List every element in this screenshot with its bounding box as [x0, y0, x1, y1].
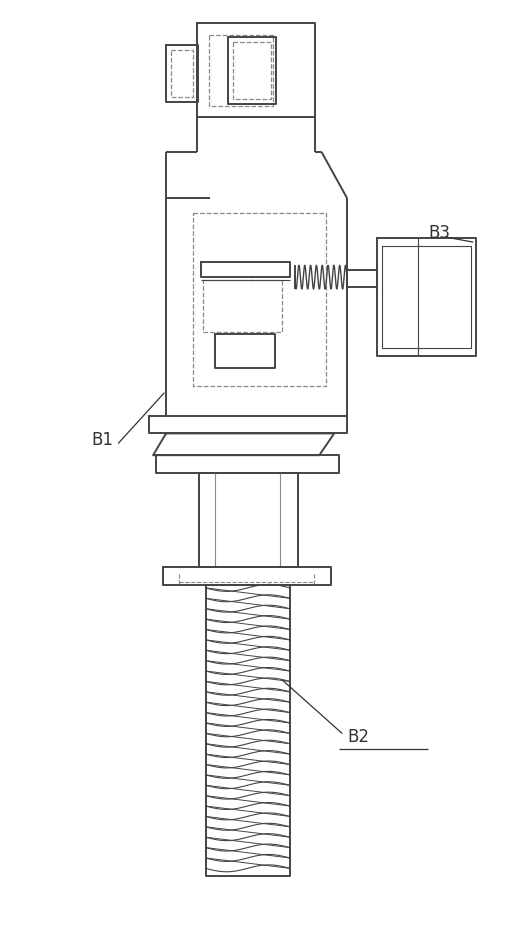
Text: B2: B2 — [347, 728, 369, 746]
Text: B1: B1 — [92, 432, 114, 450]
Text: B3: B3 — [428, 223, 450, 241]
